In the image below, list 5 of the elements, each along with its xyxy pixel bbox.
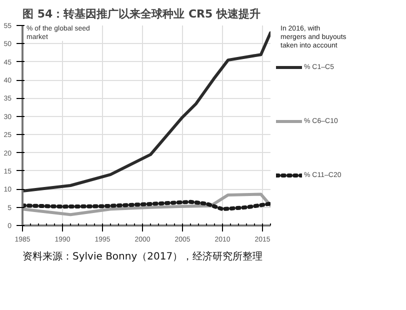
line-series (22, 31, 270, 192)
text: 资料来源：Sylvie Bonny（2017），经济研究所整理 (22, 250, 263, 262)
chart-title: 图 54：转基因推广以来全球种业 CR5 快速提升 (22, 8, 260, 20)
line-series (22, 192, 270, 216)
line-series (22, 200, 270, 212)
